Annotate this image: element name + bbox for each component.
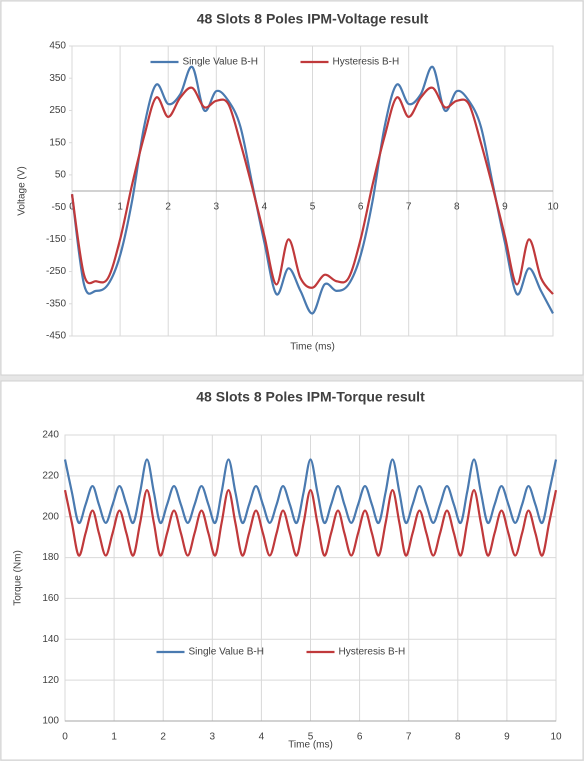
x-tick-label: 5 bbox=[310, 202, 316, 213]
y-tick-label: 140 bbox=[42, 634, 59, 645]
chart-frame bbox=[0, 0, 584, 376]
series-line bbox=[70, 65, 554, 315]
x-tick-label: 7 bbox=[406, 202, 412, 213]
y-tick-label: 180 bbox=[42, 552, 59, 563]
y-tick-label: 450 bbox=[49, 41, 66, 52]
x-tick-label: 8 bbox=[454, 202, 460, 213]
chart-frame bbox=[0, 380, 584, 761]
legend-label: Single Value B-H bbox=[189, 647, 264, 658]
y-tick-label: -450 bbox=[46, 331, 66, 342]
y-tick-label: 350 bbox=[49, 73, 66, 84]
x-tick-label: 10 bbox=[547, 202, 559, 213]
y-tick-label: 200 bbox=[42, 511, 59, 522]
y-axis-label: Torque (Nm) bbox=[13, 550, 24, 606]
x-tick-label: 7 bbox=[406, 732, 412, 743]
x-tick-label: 2 bbox=[160, 732, 166, 743]
chart-title: 48 Slots 8 Poles IPM-Torque result bbox=[196, 389, 425, 405]
x-tick-label: 3 bbox=[214, 202, 220, 213]
y-tick-label: -150 bbox=[46, 234, 66, 245]
x-tick-label: 10 bbox=[550, 732, 562, 743]
x-tick-label: 0 bbox=[69, 202, 75, 213]
y-tick-label: 100 bbox=[42, 716, 59, 727]
legend-label: Hysteresis B-H bbox=[339, 647, 406, 658]
y-axis-label: Voltage (V) bbox=[17, 166, 28, 215]
y-tick-label: 50 bbox=[55, 170, 67, 181]
y-tick-label: -250 bbox=[46, 266, 66, 277]
x-tick-label: 8 bbox=[455, 732, 461, 743]
y-tick-label: 250 bbox=[49, 105, 66, 116]
x-tick-label: 3 bbox=[210, 732, 216, 743]
x-tick-label: 1 bbox=[117, 202, 123, 213]
y-tick-label: 160 bbox=[42, 593, 59, 604]
series-line bbox=[70, 86, 554, 295]
legend-label: Single Value B-H bbox=[183, 57, 258, 68]
series-line bbox=[63, 458, 558, 524]
y-tick-label: 150 bbox=[49, 137, 66, 148]
legend-label: Hysteresis B-H bbox=[333, 57, 400, 68]
x-tick-label: 5 bbox=[308, 732, 314, 743]
y-tick-label: 240 bbox=[42, 430, 59, 441]
x-tick-label: 4 bbox=[259, 732, 265, 743]
x-tick-label: 6 bbox=[358, 202, 364, 213]
x-tick-label: 9 bbox=[504, 732, 510, 743]
y-tick-label: 120 bbox=[42, 675, 59, 686]
y-tick-label: -50 bbox=[52, 202, 67, 213]
x-tick-label: 9 bbox=[502, 202, 508, 213]
x-tick-label: 4 bbox=[262, 202, 268, 213]
x-tick-label: 1 bbox=[111, 732, 117, 743]
x-axis-label: Time (ms) bbox=[290, 342, 335, 353]
chart-title: 48 Slots 8 Poles IPM-Voltage result bbox=[197, 11, 429, 27]
x-tick-label: 0 bbox=[62, 732, 68, 743]
x-axis-label: Time (ms) bbox=[288, 740, 333, 751]
y-tick-label: 220 bbox=[42, 470, 59, 481]
x-tick-label: 2 bbox=[165, 202, 171, 213]
x-tick-label: 6 bbox=[357, 732, 363, 743]
series-line bbox=[63, 489, 558, 557]
y-tick-label: -350 bbox=[46, 298, 66, 309]
